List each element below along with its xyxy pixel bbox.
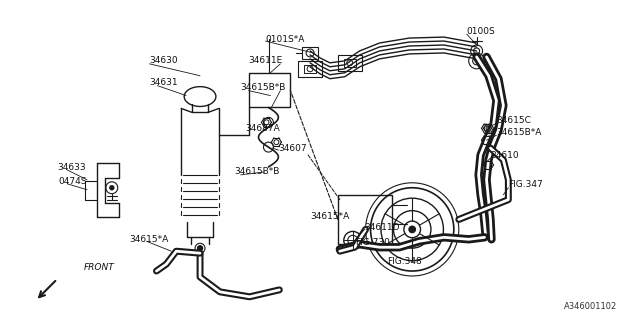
Text: 34610: 34610 [490,150,519,160]
Text: FIG.348: FIG.348 [387,257,422,266]
Text: A346001102: A346001102 [564,302,618,311]
Text: 0474S: 0474S [58,177,87,186]
Text: 34607: 34607 [278,144,307,153]
Circle shape [409,226,415,233]
Text: 34615B*B: 34615B*B [235,167,280,176]
Text: 34611E: 34611E [248,56,283,65]
Circle shape [110,186,114,190]
Text: 34611D: 34611D [365,223,400,232]
Text: FIG.730: FIG.730 [355,238,390,247]
Text: 34615B*A: 34615B*A [497,128,542,137]
Text: 34615C: 34615C [497,116,531,125]
Circle shape [198,246,202,251]
Text: 34631: 34631 [150,78,178,87]
Text: 0101S*A: 0101S*A [266,35,305,44]
Bar [302,47,318,59]
Bar [298,61,322,77]
Bar [344,59,356,67]
Text: 34687A: 34687A [246,124,280,133]
Bar [248,73,291,108]
Text: 34615*A: 34615*A [310,212,349,221]
Text: FIG.347: FIG.347 [508,180,543,189]
Text: 34630: 34630 [150,56,178,65]
Text: 34615*A: 34615*A [130,235,169,244]
Text: FRONT: FRONT [84,263,115,272]
Bar [338,55,362,71]
Text: 0100S: 0100S [467,27,495,36]
Bar [338,195,392,244]
Bar [304,65,316,73]
Text: 34615B*B: 34615B*B [241,83,286,92]
Text: 34633: 34633 [58,164,86,172]
Circle shape [473,57,481,65]
